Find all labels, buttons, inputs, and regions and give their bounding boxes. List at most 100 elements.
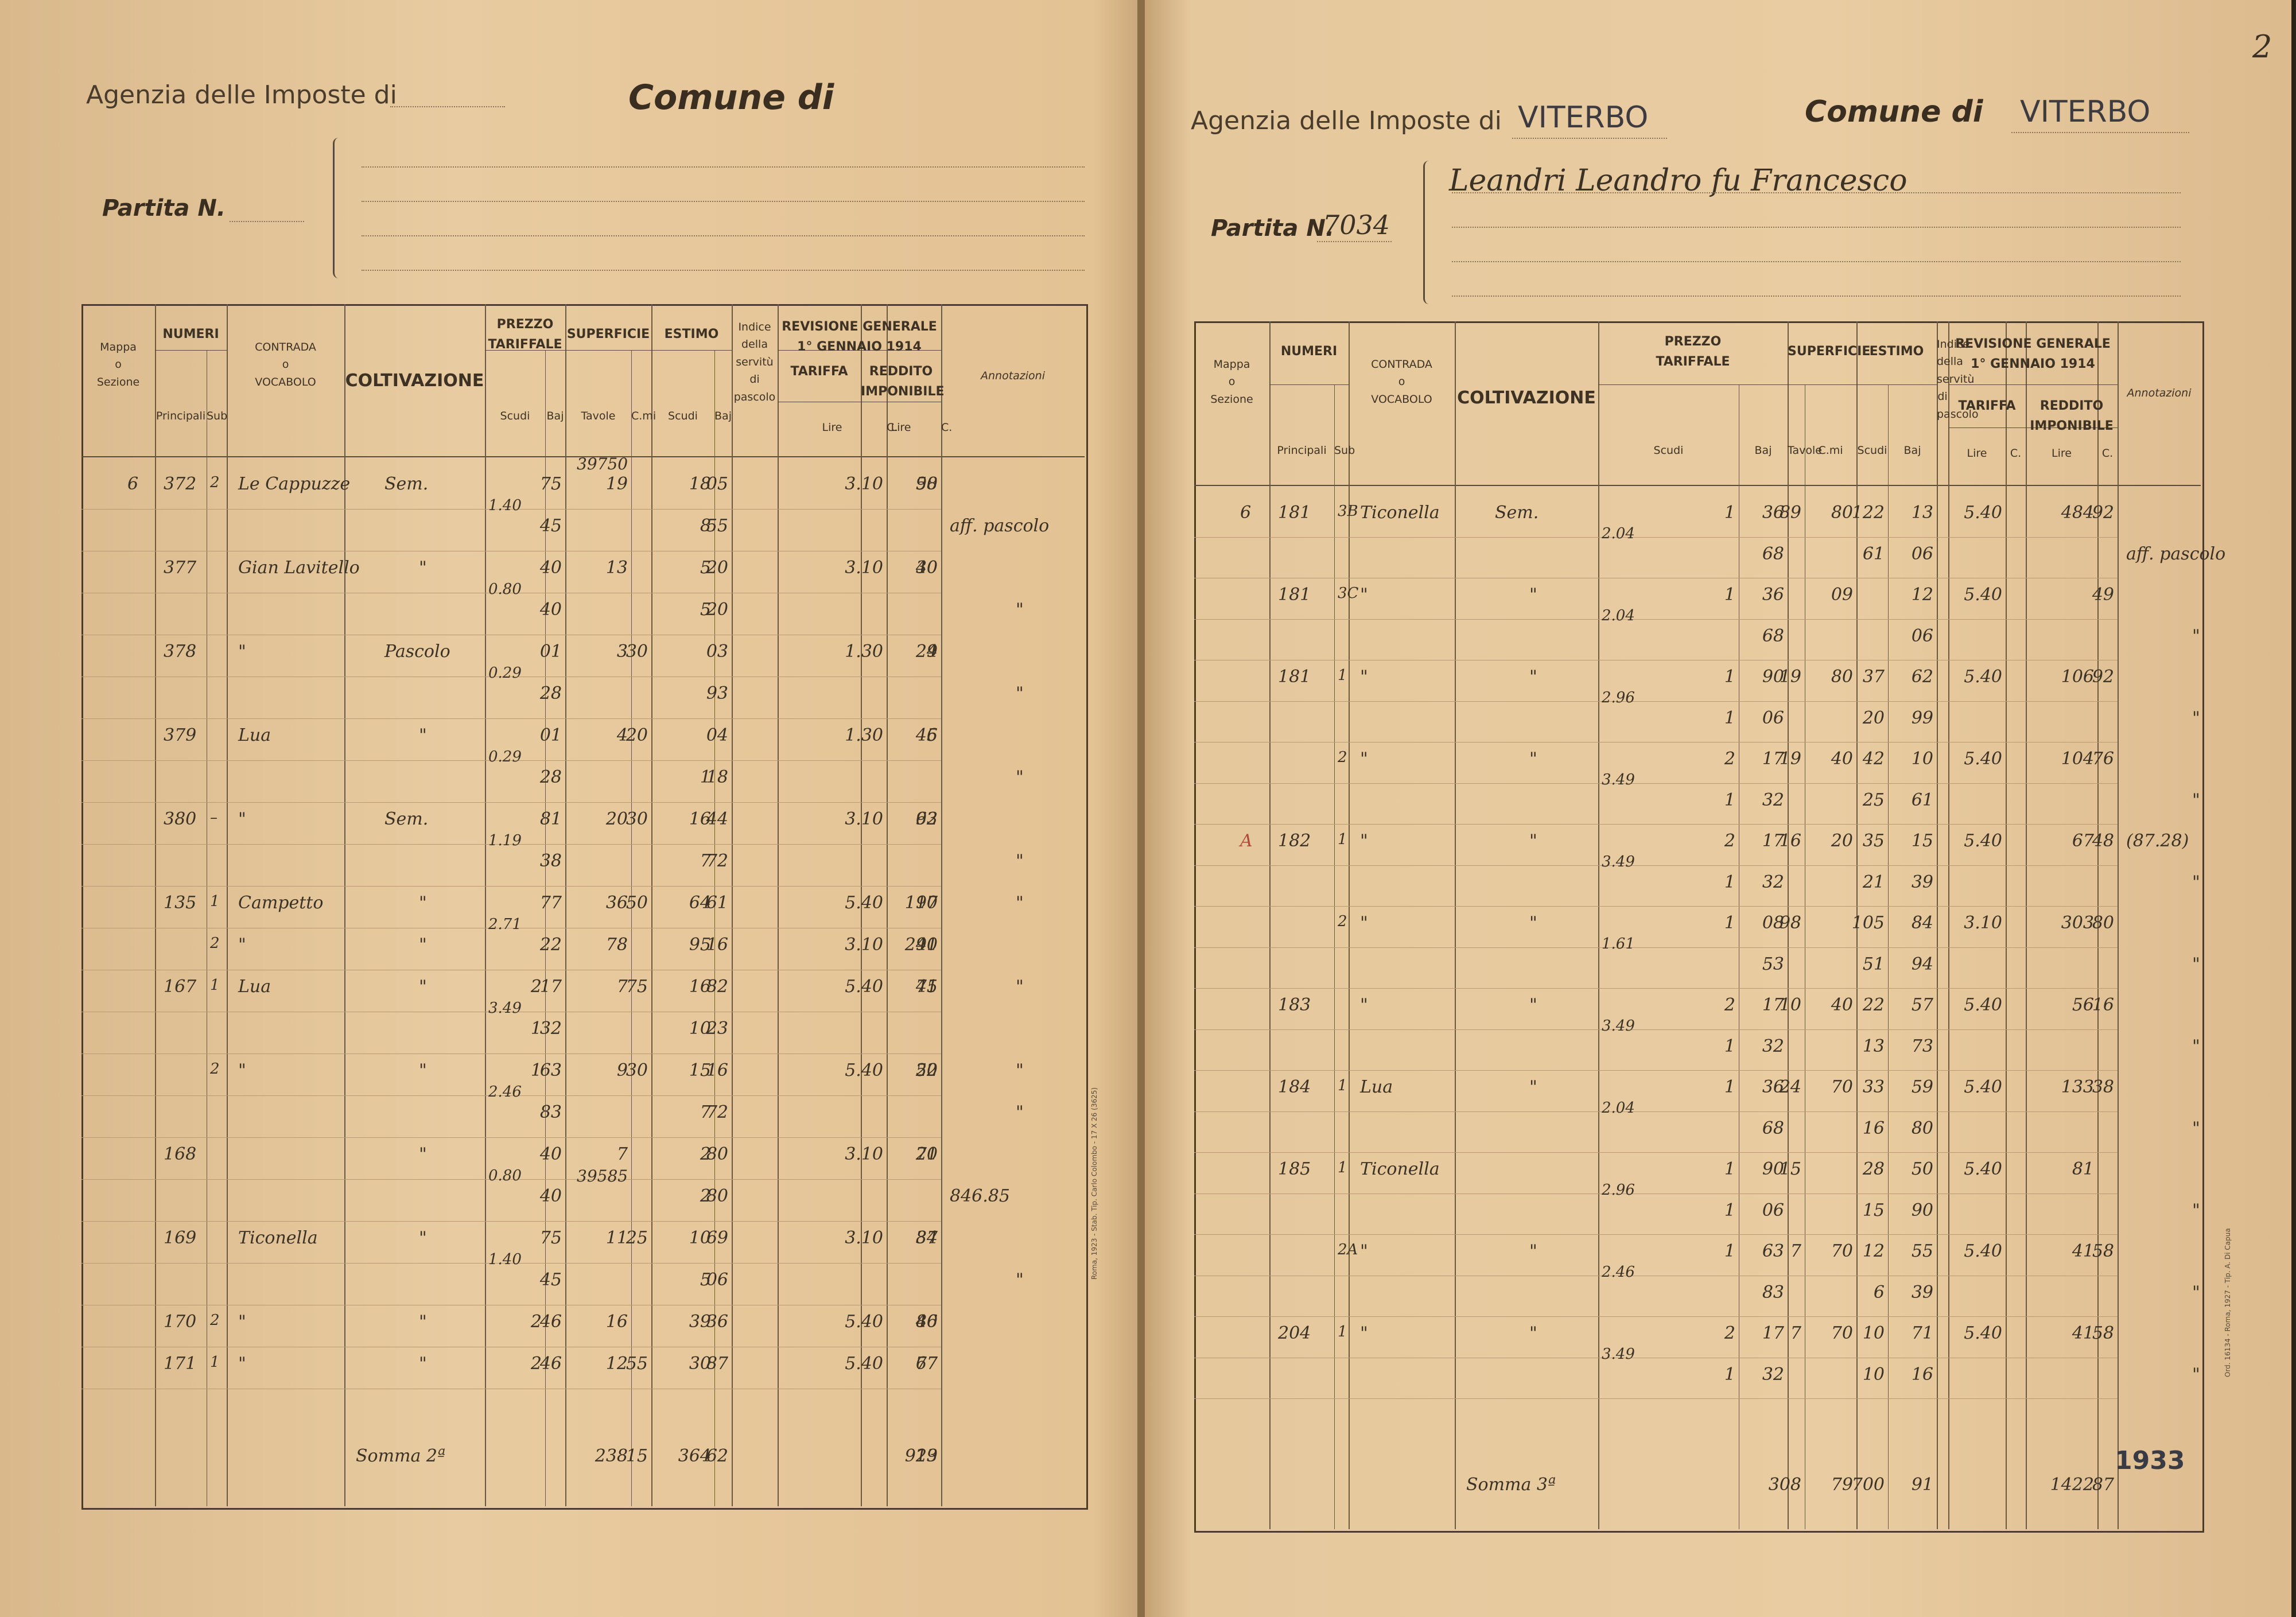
- cell-mappa: 6: [1240, 503, 1252, 523]
- right_page-hdr-tariffa-c: C.: [2010, 447, 2022, 460]
- cell-annotazioni: ": [1016, 1102, 1024, 1122]
- cell-estimo-scudi: 13: [1862, 1036, 1885, 1056]
- cell-prezzo-note: 1.61: [1602, 935, 1635, 953]
- cell-principali: 184: [1278, 1077, 1311, 1097]
- right_page-group-line-2: [1788, 384, 1856, 385]
- cell-prezzo-baj: 32: [1762, 1036, 1784, 1056]
- cell-prezzo-scudi: 1: [1724, 1364, 1735, 1385]
- cell-reddito-c: 70: [915, 1144, 938, 1164]
- cell-estimo-baj: 80: [706, 1144, 728, 1164]
- cell-coltivazione: ": [1529, 749, 1537, 769]
- left_page-hdr-scudi: Scudi: [500, 410, 530, 422]
- right-owner-line-2: [1452, 227, 2181, 228]
- cell-coltivazione: ": [1529, 1077, 1537, 1097]
- cell-estimo-scudi: 61: [1862, 543, 1885, 564]
- cell-estimo-scudi: 18: [689, 474, 711, 494]
- left_page-hdr-reddito: REDDITO IMPONIBILE: [861, 364, 945, 399]
- right_page-row-rule: [1194, 906, 2118, 907]
- cell-estimo-scudi: 6: [1873, 1282, 1885, 1303]
- right_page-col-line-reddito-lire: [2006, 321, 2007, 1529]
- cell-tariffa: 5.40: [1964, 1323, 2002, 1343]
- right-page: 2 Agenzia delle Imposte di VITERBO Comun…: [1145, 0, 2291, 1617]
- cell-prezzo-baj: 90: [1762, 1159, 1784, 1179]
- cell-prezzo-baj: 36: [1762, 585, 1784, 605]
- left_page-somma-estimo-scudi: 364: [678, 1446, 711, 1466]
- cell-estimo-baj: 16: [1911, 1364, 1933, 1385]
- left_page-hdr-annotazioni: Annotazioni: [981, 370, 1045, 382]
- cell-contrada: ": [1360, 585, 1368, 605]
- left-comune-label: Comune di: [628, 77, 834, 118]
- cell-reddito-lire: 41: [915, 977, 938, 997]
- cell-tariffa: 1.30: [845, 725, 883, 745]
- left-printer-note: Roma, 1923 - Stab. Tip. Carlo Colombo - …: [1090, 1087, 1098, 1280]
- cell-estimo-scudi: 10: [1862, 1364, 1885, 1385]
- cell-estimo-baj: 69: [706, 1228, 728, 1248]
- cell-estimo-scudi: 2: [700, 1144, 711, 1164]
- cell-contrada: ": [1360, 995, 1368, 1015]
- cell-prezzo-baj: 32: [1762, 1364, 1784, 1385]
- cell-estimo-baj: 44: [706, 809, 728, 829]
- cell-estimo-baj: 93: [706, 683, 728, 703]
- cell-prezzo-baj: 83: [539, 1102, 562, 1122]
- cell-estimo-baj: 55: [706, 516, 728, 536]
- left_page-group-line-2: [565, 350, 651, 351]
- cell-superficie-cmi: 50: [626, 893, 648, 913]
- cell-principali: 167: [164, 977, 197, 997]
- cell-prezzo-scudi: 2: [530, 977, 542, 997]
- cell-prezzo-baj: 81: [539, 809, 562, 829]
- cell-superficie-tavole: 10: [1779, 995, 1801, 1015]
- cell-principali: 185: [1278, 1159, 1311, 1179]
- right_page-hdr-revisione: REVISIONE GENERALE 1° GENNAIO 1914: [1955, 337, 2111, 372]
- right_page-hdr-cmi: C.mi: [1818, 444, 1843, 457]
- left_page-hdr-numeri: NUMERI: [162, 327, 219, 341]
- cell-reddito-lire: 4: [926, 642, 938, 662]
- left-agency-line: [390, 106, 505, 107]
- cell-superficie-tavole: 78: [605, 935, 628, 955]
- cell-estimo-scudi: 39: [689, 1312, 711, 1332]
- left_page-col-line-reddito-lire: [887, 304, 888, 1506]
- left-owner-line-1: [362, 166, 1085, 168]
- cell-contrada: ": [1360, 749, 1368, 769]
- left_page-row-rule: [81, 718, 941, 719]
- cell-coltivazione: ": [1529, 913, 1537, 933]
- cell-prezzo-scudi: 1: [1724, 667, 1735, 687]
- right_page-hdr-reddito-lire: Lire: [2052, 447, 2072, 460]
- cell-principali: 171: [164, 1354, 197, 1374]
- right_page-hdr-est-scudi: Scudi: [1857, 444, 1887, 457]
- cell-estimo-scudi: 16: [689, 809, 711, 829]
- cell-contrada: ": [238, 809, 246, 829]
- cell-estimo-scudi: 37: [1862, 667, 1885, 687]
- cell-reddito-lire: 41: [2072, 1323, 2094, 1343]
- cell-prezzo-baj: 63: [1762, 1241, 1784, 1261]
- cell-estimo-scudi: 28: [1862, 1159, 1885, 1179]
- right_page-hdr-sub: Sub: [1334, 444, 1355, 457]
- right-comune-value: VITERBO: [2020, 95, 2151, 129]
- cell-superficie-tavole: 11: [605, 1228, 628, 1248]
- cell-estimo-baj: 71: [1911, 1323, 1933, 1343]
- cell-reddito-c: 76: [2092, 749, 2114, 769]
- cell-prezzo-note: 0.29: [488, 748, 522, 766]
- cell-prezzo-note: 0.29: [488, 664, 522, 682]
- cell-estimo-scudi: 5: [700, 558, 711, 578]
- cell-prezzo-note: 0.80: [488, 581, 522, 598]
- cell-contrada: Lua: [1360, 1077, 1393, 1097]
- left_page-hdr-revisione: REVISIONE GENERALE 1° GENNAIO 1914: [782, 320, 937, 355]
- cell-sub: 1: [210, 977, 220, 994]
- cell-sub: 1: [1338, 1323, 1347, 1340]
- cell-reddito-lire: 34: [915, 1228, 938, 1248]
- cell-annotazioni: ": [2192, 1282, 2200, 1303]
- left_page-col-line-indice: [732, 304, 733, 1506]
- cell-superficie-note: 39585: [577, 1167, 628, 1185]
- left_page-hdr-indice: Indice della servitù di pascolo: [733, 321, 776, 403]
- left_page-hdr-tariffa-c: C.: [887, 421, 898, 434]
- right_page-row-rule: [1194, 783, 2118, 784]
- cell-prezzo-baj: 01: [539, 725, 562, 745]
- right_page-group-line-3: [1856, 384, 1937, 385]
- cell-estimo-scudi: 30: [689, 1354, 711, 1374]
- cell-superficie-tavole: 15: [1779, 1159, 1801, 1179]
- cell-contrada: Gian Lavitello: [238, 558, 360, 578]
- cell-coltivazione: ": [419, 558, 427, 578]
- cell-coltivazione: ": [419, 1312, 427, 1332]
- cell-superficie-tavole: 16: [605, 1312, 628, 1332]
- left_page-group-line-1: [485, 350, 565, 351]
